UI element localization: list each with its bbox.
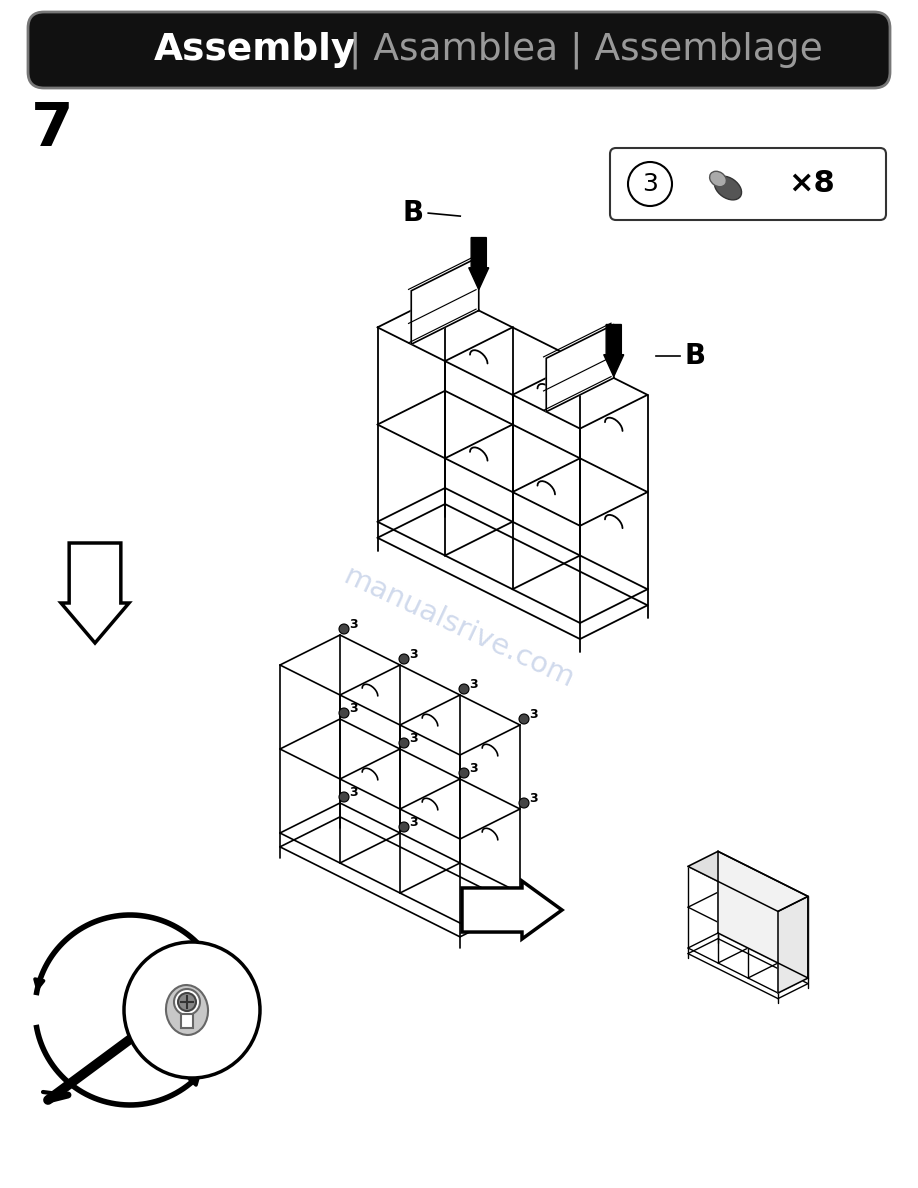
Text: 3: 3 bbox=[350, 702, 358, 715]
Polygon shape bbox=[546, 324, 614, 412]
Text: manualsrive.com: manualsrive.com bbox=[339, 562, 579, 694]
Polygon shape bbox=[688, 852, 808, 911]
Polygon shape bbox=[718, 852, 808, 978]
Text: 3: 3 bbox=[530, 792, 538, 805]
Text: 3: 3 bbox=[470, 763, 478, 776]
Text: 3: 3 bbox=[409, 733, 419, 746]
Circle shape bbox=[339, 708, 349, 718]
Polygon shape bbox=[469, 238, 488, 290]
Circle shape bbox=[459, 767, 469, 778]
Circle shape bbox=[174, 988, 200, 1015]
Circle shape bbox=[178, 993, 196, 1011]
FancyBboxPatch shape bbox=[28, 12, 890, 88]
Circle shape bbox=[339, 792, 349, 802]
Circle shape bbox=[124, 942, 260, 1078]
Text: B: B bbox=[403, 200, 424, 227]
Circle shape bbox=[339, 624, 349, 634]
Circle shape bbox=[459, 684, 469, 694]
Polygon shape bbox=[181, 1015, 193, 1028]
Ellipse shape bbox=[166, 985, 208, 1035]
Text: B: B bbox=[685, 342, 706, 369]
Circle shape bbox=[519, 798, 529, 808]
Text: 3: 3 bbox=[409, 816, 419, 829]
Text: Assembly: Assembly bbox=[154, 32, 356, 68]
Polygon shape bbox=[462, 881, 562, 939]
Circle shape bbox=[399, 655, 409, 664]
Polygon shape bbox=[778, 897, 808, 993]
Text: 3: 3 bbox=[350, 619, 358, 632]
Text: 3: 3 bbox=[409, 649, 419, 662]
Text: | Asamblea | Assemblage: | Asamblea | Assemblage bbox=[337, 31, 823, 69]
Text: 7: 7 bbox=[30, 101, 73, 159]
Text: 3: 3 bbox=[470, 678, 478, 691]
Text: 3: 3 bbox=[642, 172, 658, 196]
Polygon shape bbox=[604, 324, 623, 377]
Polygon shape bbox=[411, 257, 479, 345]
FancyBboxPatch shape bbox=[610, 148, 886, 220]
Text: ×8: ×8 bbox=[789, 170, 835, 198]
Text: 3: 3 bbox=[350, 786, 358, 800]
Circle shape bbox=[519, 714, 529, 723]
Ellipse shape bbox=[710, 171, 726, 187]
Circle shape bbox=[399, 822, 409, 832]
Polygon shape bbox=[61, 543, 129, 643]
Circle shape bbox=[399, 738, 409, 748]
Text: 3: 3 bbox=[530, 708, 538, 721]
Ellipse shape bbox=[714, 176, 742, 200]
